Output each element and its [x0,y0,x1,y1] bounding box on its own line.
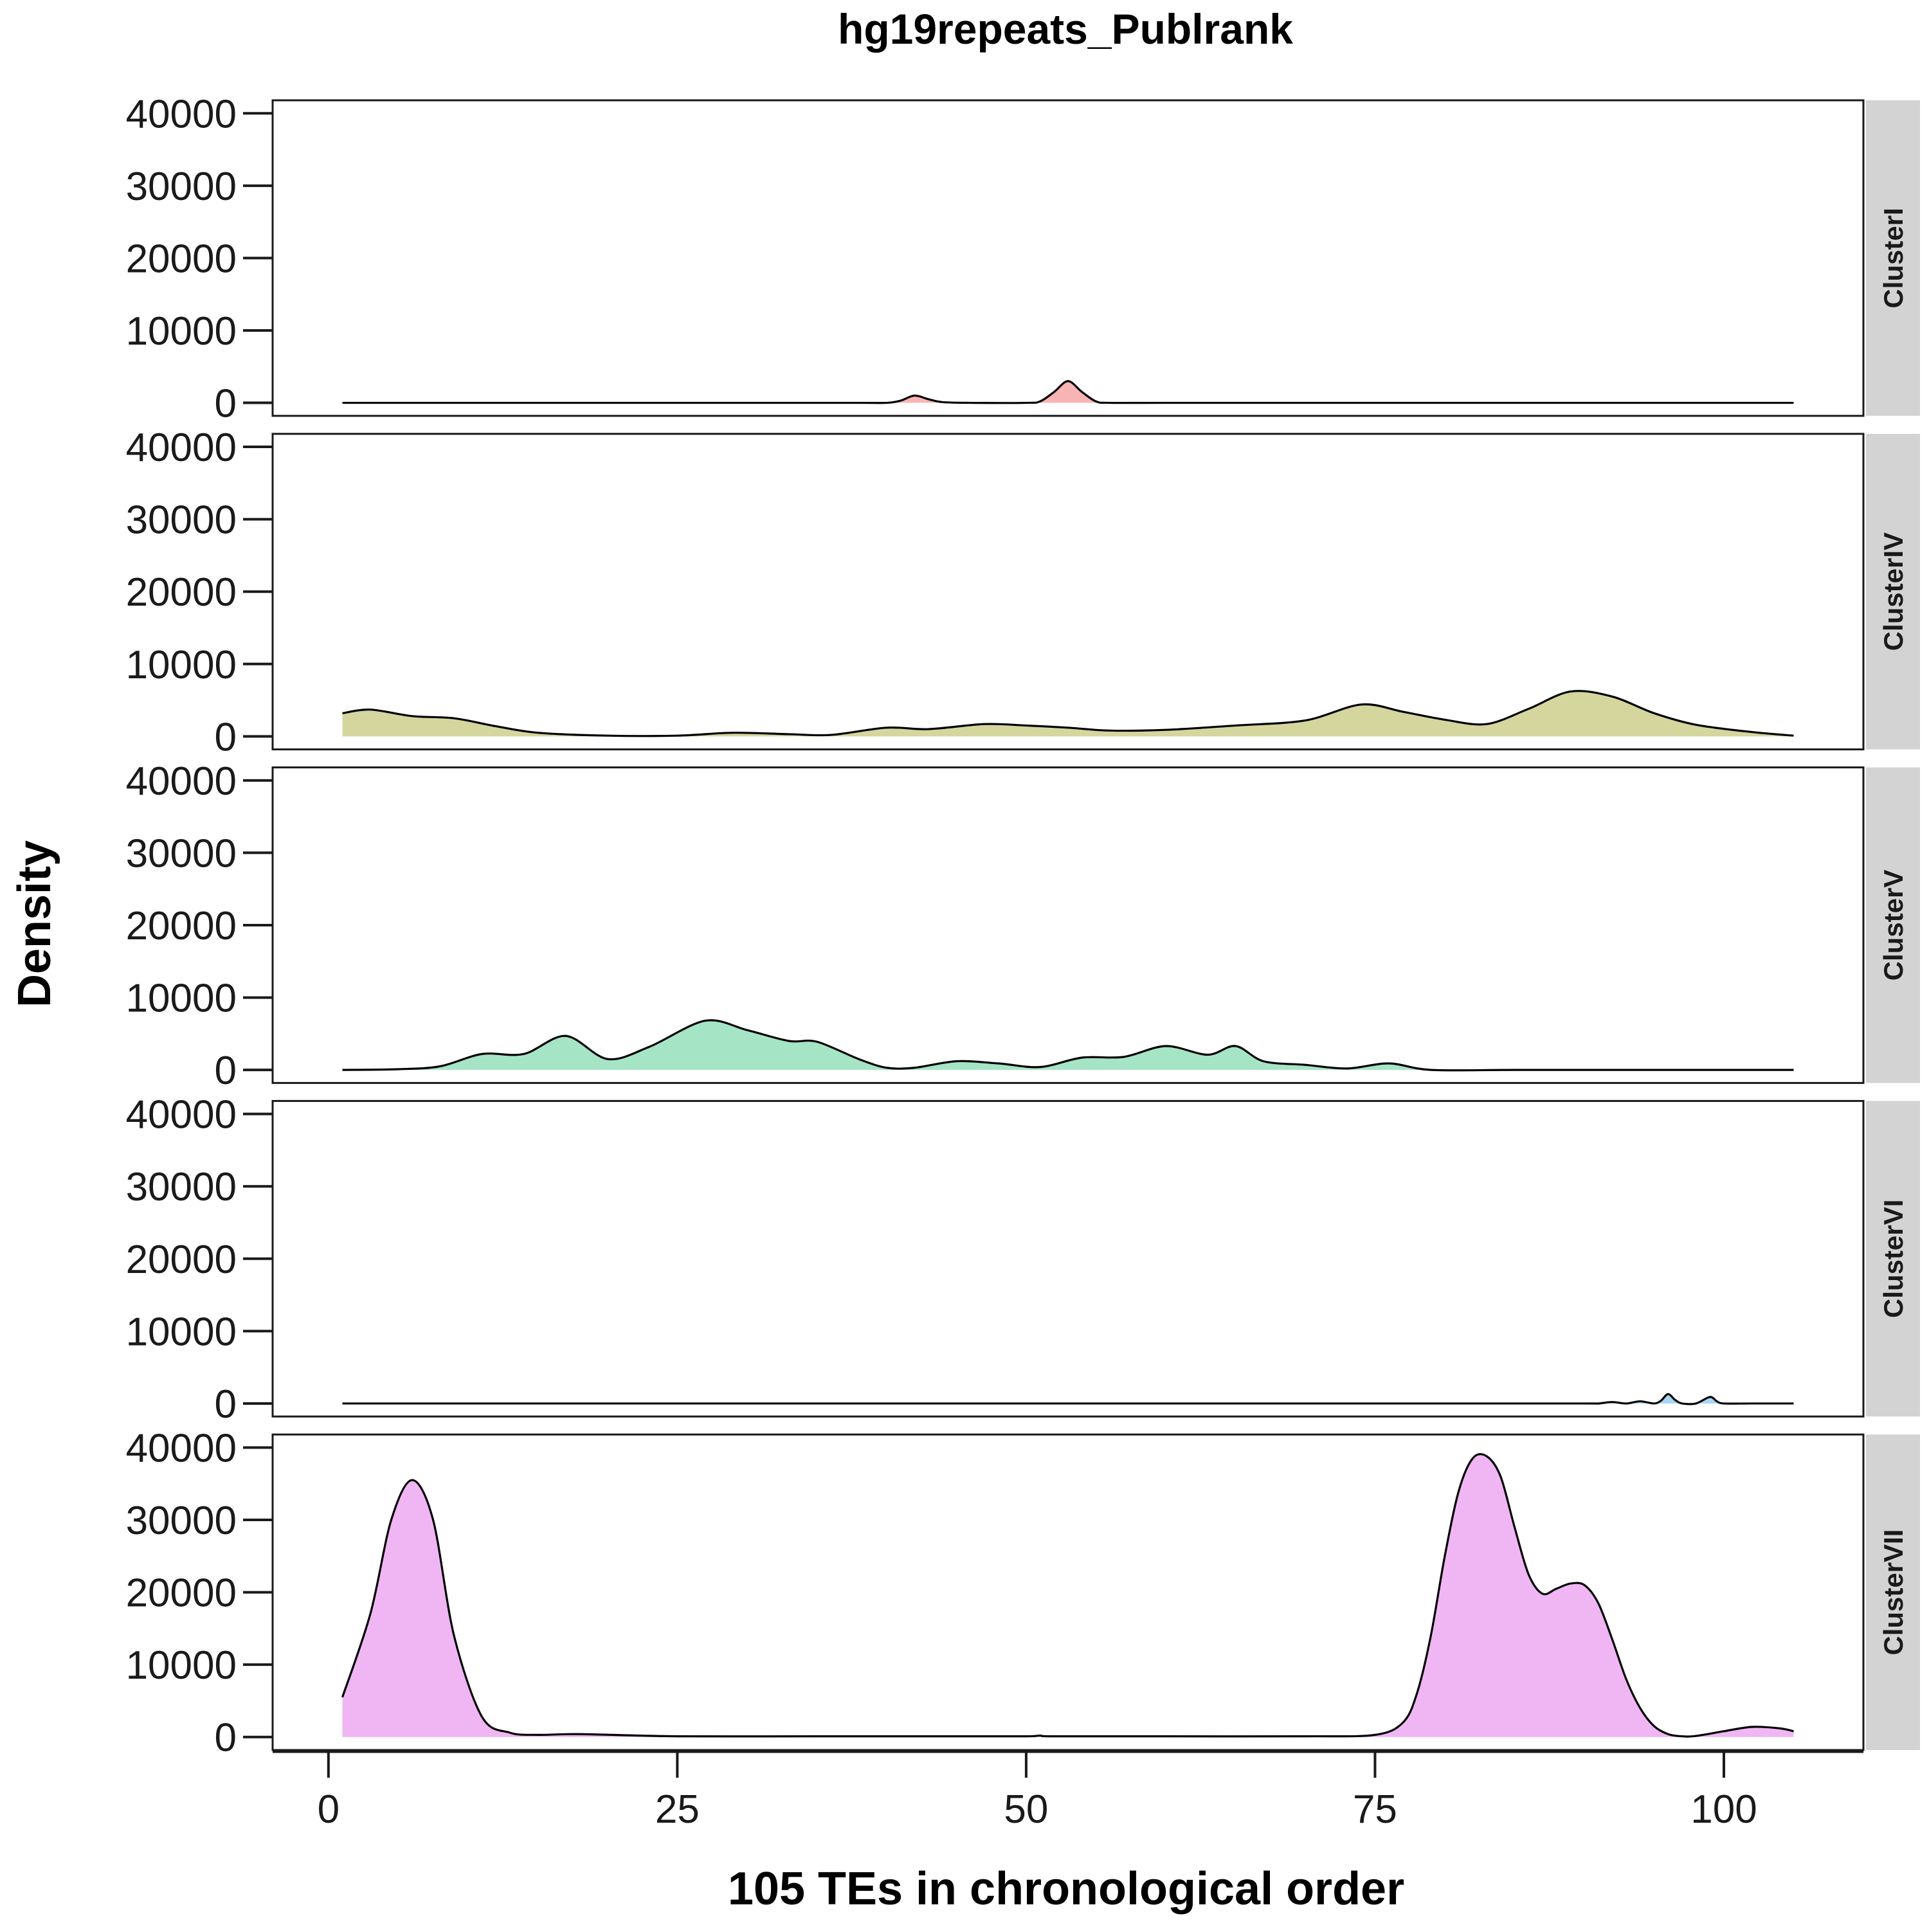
x-axis-label: 105 TEs in chronological order [728,1863,1404,1915]
facet-label: ClusterVII [1878,1530,1908,1656]
density-line [342,690,1794,737]
y-tick-label: 10000 [126,1310,237,1354]
x-tick-label: 25 [655,1787,700,1832]
y-tick-label: 0 [215,1716,237,1760]
density-area [342,691,1794,737]
y-tick-label: 10000 [126,1643,237,1688]
y-tick-label: 40000 [126,1426,237,1470]
density-line [342,1019,1794,1072]
facets-layer: ClusterI 0 10000 20000 30000 40000 ClusterIV 0 1… [126,92,1920,1760]
y-tick-label: 10000 [126,977,237,1021]
y-tick-label: 10000 [126,309,237,354]
facet-ClusterV: ClusterV 0 10000 20000 30000 40000 [126,759,1920,1093]
facet-ClusterVII: ClusterVII 0 10000 20000 30000 40000 [126,1426,1920,1760]
y-tick-label: 40000 [126,92,237,136]
facet-strip [1866,1434,1920,1750]
y-tick-label: 30000 [126,1499,237,1543]
facet-label: ClusterVI [1878,1200,1908,1318]
density-area [342,1454,1794,1737]
density-line [342,380,1794,404]
y-tick-label: 10000 [126,643,237,687]
chart-title: hg19repeats_Publrank [838,5,1293,53]
y-tick-label: 20000 [126,1571,237,1616]
y-tick-label: 20000 [126,904,237,948]
panel-frame [271,1099,1865,1418]
density-line [341,1453,1794,1738]
density-area [342,381,1794,403]
y-tick-label: 20000 [126,237,237,281]
facet-ClusterVI: ClusterVI 0 10000 20000 30000 40000 [126,1093,1920,1427]
y-tick-label: 40000 [126,426,237,470]
y-tick-label: 30000 [126,165,237,209]
facet-ClusterI: ClusterI 0 10000 20000 30000 40000 [126,92,1920,426]
facet-strip [1866,433,1920,750]
facet-strip [1866,1101,1920,1417]
y-tick-label: 0 [215,1049,237,1093]
x-tick-label: 0 [318,1787,340,1832]
y-tick-label: 0 [215,715,237,759]
y-tick-label: 30000 [126,1165,237,1209]
panel-frame [271,766,1865,1084]
y-tick-label: 30000 [126,831,237,876]
y-tick-label: 0 [215,1382,237,1427]
y-tick-label: 20000 [126,570,237,615]
y-tick-label: 40000 [126,759,237,804]
x-axis: 0 25 50 75 100 [273,1751,1863,1832]
y-axis-label: Density [9,840,60,1007]
facet-label: ClusterI [1878,208,1908,308]
x-tick-label: 50 [1004,1787,1048,1832]
density-area [342,1020,1794,1070]
facet-strip [1866,767,1920,1083]
y-tick-label: 0 [215,382,237,426]
x-tick-label: 75 [1353,1787,1397,1832]
facet-label: ClusterIV [1878,532,1908,651]
y-tick-label: 30000 [126,498,237,543]
facet-ClusterIV: ClusterIV 0 10000 20000 30000 40000 [126,426,1920,759]
panel-frame [271,99,1865,417]
x-tick-label: 100 [1690,1787,1757,1832]
facet-label: ClusterV [1878,870,1908,981]
density-line [342,1393,1794,1405]
facet-strip [1866,100,1920,416]
y-tick-label: 40000 [126,1093,237,1137]
y-tick-label: 20000 [126,1238,237,1282]
